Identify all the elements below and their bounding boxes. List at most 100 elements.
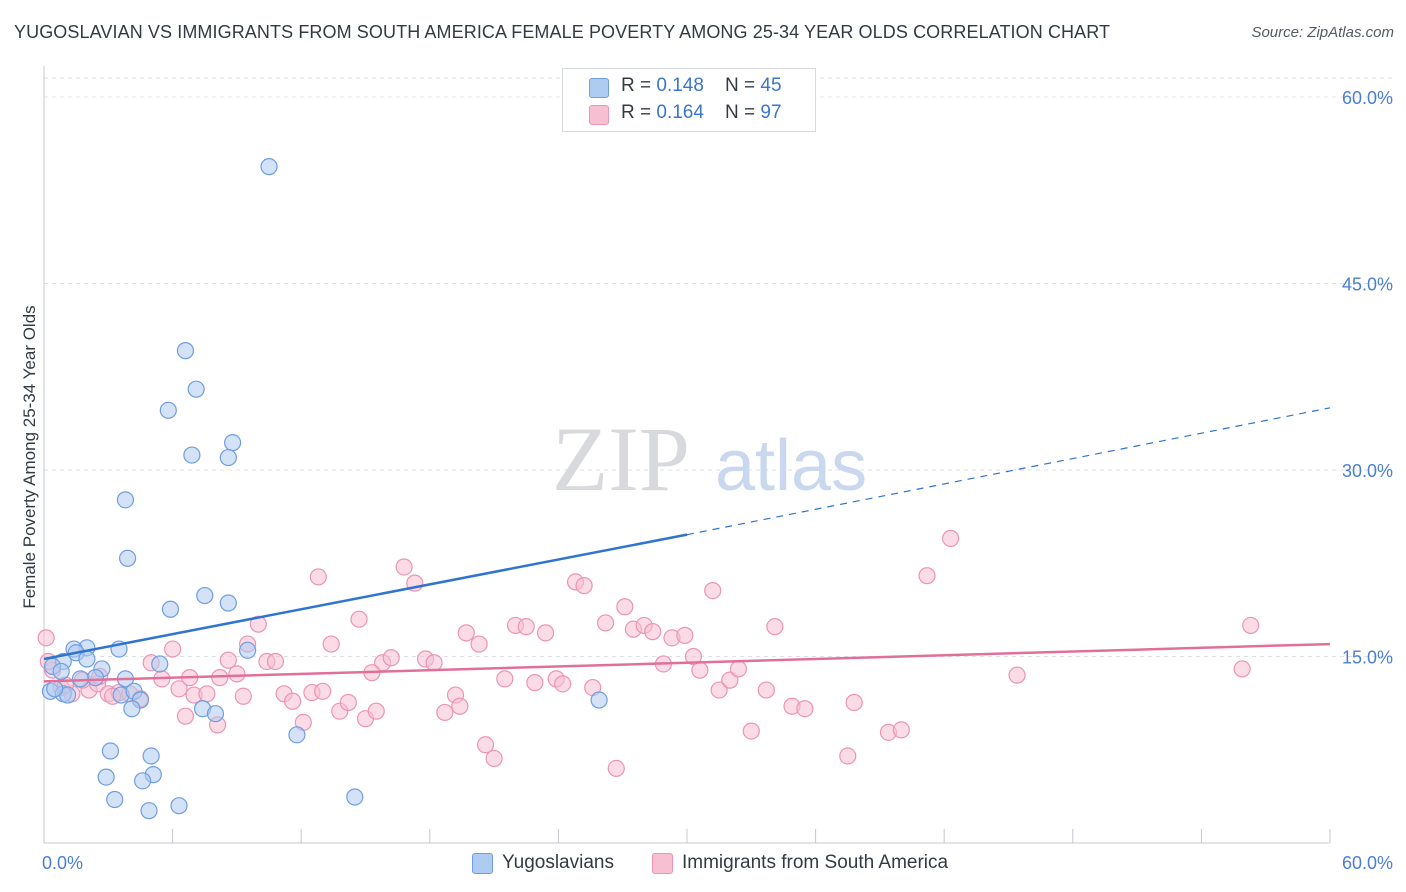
legend-swatch-pink	[589, 105, 609, 125]
point-immigrants	[536, 624, 555, 642]
y-tick-label: 60.0%	[1342, 88, 1393, 108]
point-immigrants	[266, 652, 285, 671]
point-yugoslavians	[151, 655, 169, 673]
point-immigrants	[485, 749, 503, 768]
point-immigrants	[704, 582, 722, 600]
watermark-atlas: atlas	[715, 426, 867, 506]
point-immigrants	[596, 614, 615, 632]
trend-line-yugoslavians-extension	[686, 407, 1331, 536]
point-yugoslavians	[239, 641, 257, 659]
legend-r-label: R =	[621, 102, 657, 123]
chart-title: YUGOSLAVIAN VS IMMIGRANTS FROM SOUTH AME…	[14, 22, 1111, 42]
point-immigrants	[339, 693, 357, 712]
point-immigrants	[845, 693, 863, 712]
point-immigrants	[1242, 616, 1260, 635]
point-immigrants	[170, 680, 188, 698]
point-immigrants	[526, 674, 544, 692]
axes	[43, 66, 1331, 844]
point-yugoslavians	[224, 434, 242, 452]
point-immigrants	[395, 558, 413, 576]
point-immigrants	[367, 702, 385, 720]
point-yugoslavians	[161, 600, 180, 618]
point-immigrants	[228, 665, 246, 683]
y-axis-title: Female Poverty Among 25-34 Year Olds	[20, 305, 39, 608]
point-yugoslavians	[260, 158, 278, 176]
legend-r-value: 0.148	[656, 75, 704, 96]
point-yugoslavians	[71, 670, 90, 688]
point-immigrants	[1233, 660, 1251, 678]
point-immigrants	[729, 660, 748, 678]
point-yugoslavians	[140, 802, 158, 820]
tick-labels: 15.0% 30.0% 45.0% 60.0% 0.0% 60.0%	[42, 88, 1393, 873]
point-yugoslavians	[196, 586, 214, 605]
legend-n-value: 45	[760, 75, 782, 96]
x-tick-label-max: 60.0%	[1342, 853, 1393, 873]
point-yugoslavians	[590, 691, 608, 709]
point-yugoslavians	[176, 342, 195, 360]
x-tick-label-min: 0.0%	[42, 853, 83, 873]
point-yugoslavians	[183, 446, 201, 464]
y-tick-label: 30.0%	[1342, 461, 1393, 481]
bottom-legend-label-immigrants: Immigrants from South America	[682, 852, 949, 873]
bottom-legend-swatch-blue	[472, 853, 493, 874]
point-yugoslavians	[133, 772, 152, 790]
legend-n-label: N =	[725, 102, 761, 123]
point-immigrants	[496, 670, 514, 688]
point-immigrants	[796, 700, 814, 718]
legend-r-label: R =	[621, 75, 657, 96]
point-immigrants	[322, 635, 340, 653]
point-yugoslavians	[142, 747, 160, 765]
point-immigrants	[37, 629, 55, 647]
point-yugoslavians	[219, 448, 237, 467]
series-immigrants-points	[37, 529, 1260, 778]
point-yugoslavians	[159, 401, 177, 419]
y-tick-label: 45.0%	[1342, 275, 1393, 295]
point-immigrants	[691, 661, 709, 679]
series-yugoslavians-points	[41, 158, 608, 820]
legend-swatch-blue	[589, 78, 609, 98]
point-yugoslavians	[97, 768, 115, 786]
legend-n-value: 97	[760, 102, 782, 123]
point-immigrants	[575, 577, 593, 595]
point-immigrants	[616, 598, 634, 616]
trend-line-yugoslavians	[43, 533, 688, 661]
point-yugoslavians	[52, 662, 70, 681]
legend-r-value: 0.164	[656, 102, 704, 123]
point-immigrants	[892, 721, 910, 739]
point-immigrants	[284, 692, 302, 710]
point-immigrants	[198, 685, 216, 703]
point-yugoslavians	[346, 788, 364, 806]
watermark: ZIP atlas	[552, 408, 867, 510]
point-immigrants	[476, 736, 495, 754]
bottom-legend-swatch-pink	[652, 853, 673, 874]
point-yugoslavians	[219, 594, 237, 612]
point-yugoslavians	[86, 669, 105, 687]
chart-source: Source: ZipAtlas.com	[1251, 24, 1394, 41]
point-yugoslavians	[101, 742, 120, 760]
point-immigrants	[942, 529, 960, 547]
point-immigrants	[554, 675, 572, 693]
point-yugoslavians	[123, 700, 141, 718]
point-immigrants	[742, 722, 760, 740]
point-immigrants	[457, 624, 475, 642]
point-immigrants	[757, 681, 775, 699]
y-tick-label: 15.0%	[1342, 648, 1393, 668]
point-immigrants	[382, 649, 400, 667]
point-immigrants	[164, 640, 182, 658]
grid-lines	[44, 77, 1394, 657]
point-yugoslavians	[118, 549, 137, 567]
point-immigrants	[517, 618, 535, 636]
point-immigrants	[644, 623, 662, 641]
trend-lines	[43, 407, 1331, 683]
point-yugoslavians	[288, 726, 306, 744]
point-yugoslavians	[206, 705, 225, 723]
point-immigrants	[839, 747, 857, 765]
point-immigrants	[436, 703, 454, 722]
point-immigrants	[176, 707, 195, 725]
point-yugoslavians	[106, 790, 124, 809]
point-immigrants	[425, 654, 443, 672]
point-immigrants	[607, 759, 625, 778]
point-yugoslavians	[170, 797, 188, 815]
bottom-legend-label-yugoslavians: Yugoslavians	[502, 852, 614, 873]
legend: R = 0.148 N = 45 R = 0.164 N = 97	[562, 68, 816, 132]
